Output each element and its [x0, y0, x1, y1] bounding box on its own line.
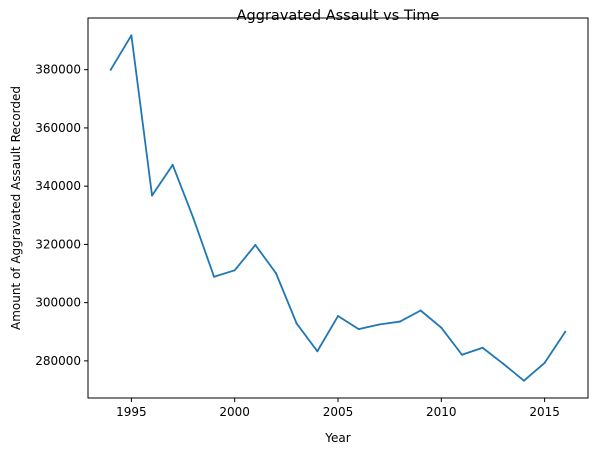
data-point — [192, 217, 195, 220]
data-point — [460, 353, 463, 356]
x-tick-label: 1995 — [116, 405, 147, 419]
data-point — [378, 323, 381, 326]
data-point — [419, 309, 422, 312]
data-point — [171, 163, 174, 166]
x-tick-label: 2015 — [529, 405, 560, 419]
data-point — [543, 361, 546, 364]
plot-frame — [87, 17, 589, 399]
data-point — [522, 379, 525, 382]
plot-layer: 1995 2000 2005 2010 2015 280000 300000 320000 34… — [35, 34, 567, 419]
y-tick-label: 380000 — [35, 63, 81, 77]
y-tick-label: 280000 — [35, 354, 81, 368]
y-tick-label: 340000 — [35, 179, 81, 193]
data-point — [233, 269, 236, 272]
y-axis-title: Amount of Aggravated Assault Recorded — [9, 86, 23, 330]
y-tick-label: 300000 — [35, 296, 81, 310]
x-tick-label: 2000 — [219, 405, 250, 419]
data-point — [254, 243, 257, 246]
data-point — [398, 320, 401, 323]
data-point — [213, 275, 216, 278]
data-point — [337, 315, 339, 318]
data-point — [357, 328, 360, 331]
chart-title: Aggravated Assault vs Time — [237, 8, 440, 24]
data-point — [316, 350, 319, 353]
data-point — [564, 330, 567, 333]
data-point — [481, 346, 484, 349]
data-point — [275, 272, 278, 275]
y-tick-label: 360000 — [35, 121, 81, 135]
x-tick-label: 2010 — [426, 405, 457, 419]
data-point — [440, 326, 443, 329]
data-point — [502, 362, 505, 365]
data-point — [295, 322, 298, 325]
x-tick-label: 2005 — [323, 405, 354, 419]
data-point — [151, 194, 154, 197]
x-axis-title: Year — [324, 431, 350, 445]
data-point — [130, 34, 133, 37]
data-point — [109, 68, 112, 71]
y-tick-label: 320000 — [35, 237, 81, 251]
